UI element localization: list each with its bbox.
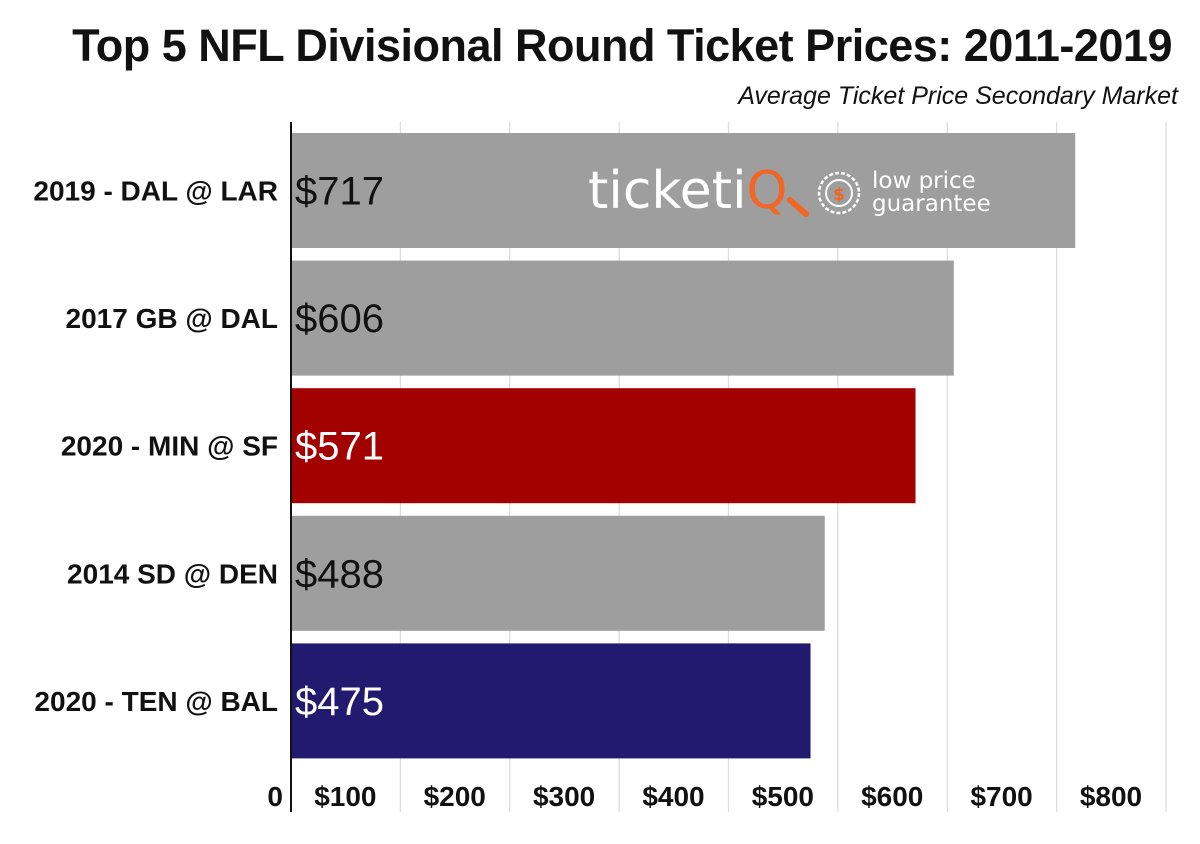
x-tick-label: $500 (752, 781, 814, 812)
category-label: 2020 - MIN @ SF (61, 431, 278, 462)
x-tick-label: $600 (861, 781, 923, 812)
bar (291, 515, 825, 631)
watermark-brand-accent: Q (747, 161, 788, 221)
x-tick-label: 0 (267, 781, 283, 812)
category-label: 2017 GB @ DAL (66, 303, 278, 334)
bar-value-label: $606 (295, 297, 384, 341)
svg-text:$: $ (833, 185, 845, 205)
bar-value-label: $475 (295, 680, 384, 724)
x-tick-label: $200 (424, 781, 486, 812)
bar-value-label: $488 (295, 552, 384, 596)
bar (291, 260, 954, 376)
category-label: 2014 SD @ DEN (67, 558, 278, 589)
watermark-brand-main: ticketi (588, 161, 747, 221)
price-badge-icon: $ (817, 171, 861, 215)
chart-title: Top 5 NFL Divisional Round Ticket Prices… (72, 20, 1172, 71)
watermark-brand: ticketiQ (588, 161, 787, 221)
x-tick-label: $100 (314, 781, 376, 812)
bar (291, 643, 811, 759)
x-tick-label: $700 (970, 781, 1032, 812)
bar (291, 133, 1076, 248)
x-tick-label: $800 (1080, 781, 1142, 812)
category-label: 2020 - TEN @ BAL (34, 686, 278, 717)
ticketiq-watermark: ticketiQ $ low price guarantee (588, 161, 991, 221)
x-tick-label: $300 (533, 781, 595, 812)
magnifier-handle (787, 197, 809, 217)
watermark-tagline-1: low price (872, 168, 976, 194)
x-axis-labels: 0 $100 $200 $300 $400 $500 $600 $700 $800 (267, 781, 1142, 812)
bar-value-label: $717 (295, 170, 384, 214)
chart-subtitle: Average Ticket Price Secondary Market (738, 82, 1178, 110)
bar-value-label: $571 (295, 425, 384, 469)
bar (291, 388, 916, 504)
watermark-tagline-2: guarantee (872, 191, 991, 217)
y-axis-labels: 2019 - DAL @ LAR 2017 GB @ DAL 2020 - MIN … (33, 176, 278, 717)
category-label: 2019 - DAL @ LAR (33, 176, 278, 207)
bars: $717 $606 $571 $488 $475 (291, 133, 1076, 759)
x-tick-label: $400 (642, 781, 704, 812)
